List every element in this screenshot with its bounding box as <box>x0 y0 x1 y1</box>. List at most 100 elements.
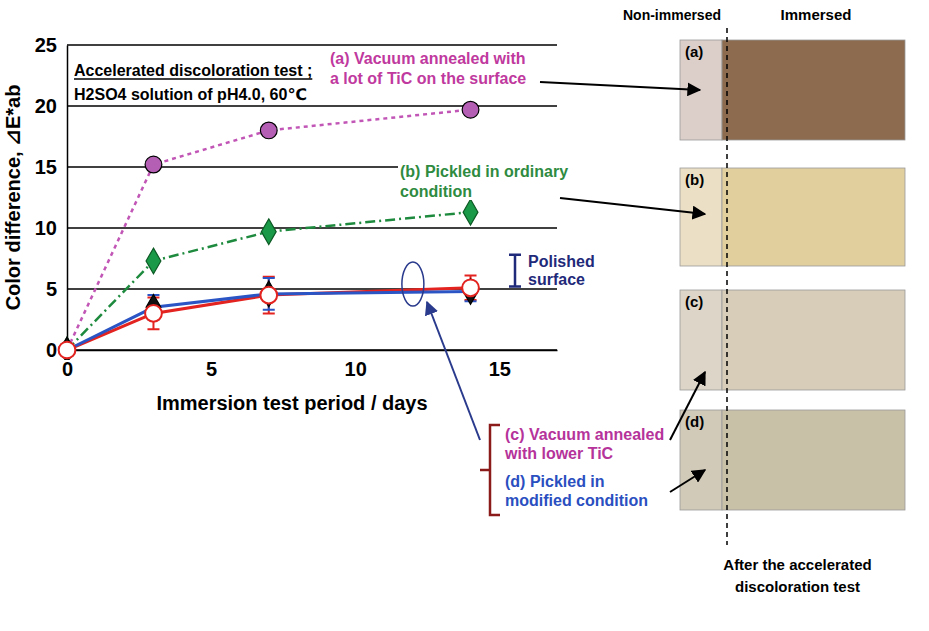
x-tick: 10 <box>345 350 367 380</box>
photo-non-immersed <box>680 410 722 510</box>
column-label: Immersed <box>781 6 852 23</box>
arrow <box>670 372 705 440</box>
y-tick: 10 <box>35 217 67 239</box>
x-tick-label: 10 <box>345 358 367 380</box>
grid-line <box>67 349 557 351</box>
photo-label: (c) <box>685 293 703 310</box>
text-patch <box>526 253 597 270</box>
arrow <box>427 302 480 440</box>
range-label-group: Polishedsurface <box>526 253 597 288</box>
series-label-group: (d) Pickled in modified condition <box>503 473 650 509</box>
grid-line <box>67 44 557 46</box>
arrow <box>670 470 705 492</box>
data-point <box>59 342 76 359</box>
text-patch <box>526 271 587 288</box>
y-tick-label: 15 <box>35 156 57 178</box>
series-label: a lot of TiC on the surface <box>330 70 526 87</box>
x-axis: 0 5 10 15 <box>62 350 558 380</box>
photo-immersed <box>722 290 905 390</box>
range-label: surface <box>528 271 585 288</box>
data-point <box>462 101 479 118</box>
note-underline <box>74 78 312 80</box>
photo-immersed <box>722 40 905 140</box>
grid-line <box>67 288 557 290</box>
y-tick-label: 20 <box>35 95 57 117</box>
photo-label: (b) <box>685 171 704 188</box>
y-tick: 20 <box>35 95 67 117</box>
y-tick: 5 <box>46 278 67 300</box>
text-patch <box>72 62 314 79</box>
data-point <box>463 199 478 225</box>
photo-caption: discoloration test <box>735 578 860 595</box>
x-tick-label: 0 <box>62 358 73 380</box>
data-point <box>146 248 161 274</box>
photo-label: (d) <box>685 413 704 430</box>
data-point <box>463 279 478 305</box>
data-point <box>60 337 75 360</box>
y-tick-label: 5 <box>46 278 57 300</box>
label-brace <box>480 425 500 515</box>
text-patch <box>398 183 474 200</box>
text-patch <box>503 426 666 443</box>
photo-immersed <box>722 410 905 510</box>
series-label: with lower TiC <box>504 445 614 462</box>
data-point <box>261 281 276 307</box>
photos: (a) (b) (c) (d) <box>680 40 905 510</box>
plot-area <box>59 101 479 360</box>
data-point <box>462 279 479 296</box>
text-patch <box>328 70 528 87</box>
series-label: condition <box>400 183 472 200</box>
y-tick-label: 0 <box>46 339 57 361</box>
text-patch <box>721 556 873 573</box>
text-patch <box>502 445 616 462</box>
highlight-ellipse <box>402 262 424 306</box>
series-label: (b) Pickled in ordinary <box>400 163 568 180</box>
arrow <box>540 82 700 90</box>
photo-caption-group: After the accelerated discoloration test <box>721 556 873 595</box>
data-point <box>260 122 277 139</box>
text-patch <box>503 473 607 490</box>
series-label: modified condition <box>505 492 648 509</box>
chart: 0 5 10 15 20 25 0 5 10 15 Immersion test period / … <box>0 0 929 631</box>
data-point <box>145 305 162 322</box>
range-bracket <box>509 255 521 287</box>
text-patch <box>733 578 862 595</box>
photo-non-immersed <box>680 290 722 390</box>
series-label: (d) Pickled in <box>505 473 605 490</box>
text-patch <box>328 50 528 67</box>
range-label: Polished <box>528 253 595 270</box>
series-label: (c) Vacuum annealed <box>505 426 664 443</box>
y-tick: 15 <box>35 156 67 178</box>
x-axis-line <box>68 350 558 352</box>
photo-immersed <box>722 168 905 266</box>
column-label: Non-immersed <box>623 7 721 23</box>
photo-non-immersed <box>680 168 722 266</box>
text-patch <box>398 163 570 180</box>
data-point <box>261 219 276 245</box>
data-point <box>60 337 75 360</box>
series-label-group: (b) Pickled in ordinary condition <box>398 163 570 200</box>
text-patch <box>72 86 309 103</box>
x-axis-title: Immersion test period / days <box>156 392 427 414</box>
series-label-group: (a) Vacuum annealed with a lot of TiC on … <box>328 50 528 87</box>
y-tick-label: 10 <box>35 217 57 239</box>
y-axis-title: Color difference, ⊿E*ab <box>2 85 24 311</box>
y-tick-label: 25 <box>35 34 57 56</box>
series-label-group: (c) Vacuum annealed with lower TiC <box>502 426 666 462</box>
series-line <box>67 110 471 350</box>
x-tick: 15 <box>489 350 511 380</box>
x-tick-label: 5 <box>206 358 217 380</box>
photo-caption: After the accelerated <box>723 556 871 573</box>
note-line: Accelerated discoloration test ; <box>74 62 312 79</box>
data-point <box>260 287 277 304</box>
data-point <box>59 342 76 359</box>
series-label: (a) Vacuum annealed with <box>330 50 526 67</box>
y-axis-line <box>67 46 69 351</box>
arrow <box>560 198 705 214</box>
x-tick: 5 <box>206 350 217 380</box>
series-line <box>67 212 471 350</box>
grid <box>67 45 557 350</box>
note-line: H2SO4 solution of pH4.0, 60℃ <box>74 86 307 103</box>
x-tick-label: 15 <box>489 358 511 380</box>
photo-label: (a) <box>685 43 703 60</box>
